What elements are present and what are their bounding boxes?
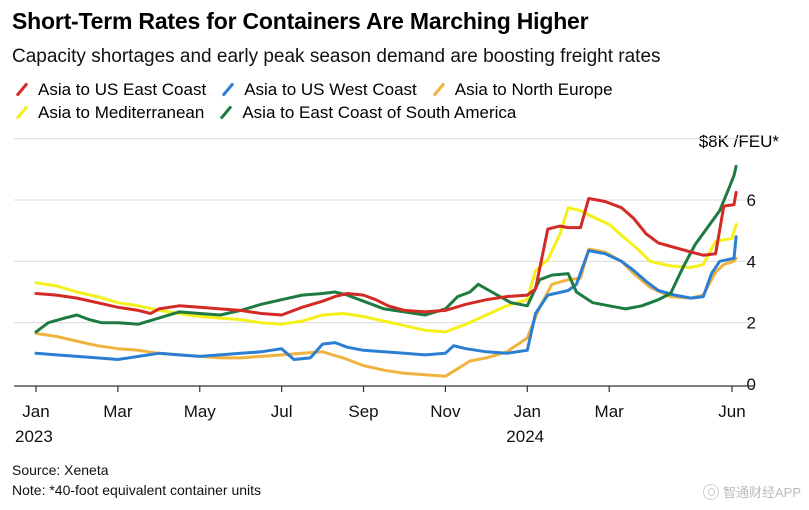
source-note: Source: Xeneta (12, 462, 109, 478)
x-tick-year-6: 2024 (506, 427, 544, 446)
y-tick-label-0: 0 (747, 375, 756, 394)
line-chart: 0 2 4 6 Jan 2023 Mar May Jul Sep Nov Jan 2024 Mar Jun (14, 138, 756, 446)
x-tick-label-4: Sep (348, 402, 378, 421)
watermark-logo-icon (702, 483, 719, 500)
y-tick-label-6: 6 (747, 191, 756, 210)
legend-row-1: Asia to US East Coast Asia to US West Co… (12, 78, 802, 101)
legend-item-mediterranean: Asia to Mediterranean (12, 101, 204, 124)
x-tick-label-8: Jun (718, 402, 745, 421)
x-tick-label-0: Jan (22, 402, 49, 421)
series-line-1 (34, 235, 738, 361)
legend-label-us-west: Asia to US West Coast (244, 80, 417, 99)
units-note: Note: *40-foot equivalent container unit… (12, 482, 262, 498)
chart-title: Short-Term Rates for Containers Are Marc… (12, 8, 589, 34)
watermark-text: 智通财经APP (722, 485, 801, 500)
chart-subtitle: Capacity shortages and early peak season… (12, 46, 661, 67)
y-tick-label-4: 4 (747, 252, 756, 271)
footer: Source: Xeneta Note: *40-foot equivalent… (12, 460, 261, 500)
legend-label-mediterranean: Asia to Mediterranean (38, 103, 205, 122)
legend-label-north-europe: Asia to North Europe (454, 80, 613, 99)
x-tick-label-7: Mar (595, 402, 625, 421)
watermark: 智通财经APP (702, 482, 801, 501)
y-axis-unit-label: $8K /FEU* (698, 132, 779, 151)
legend-item-us-west: Asia to US West Coast (218, 78, 417, 101)
legend-label-south-america: Asia to East Coast of South America (242, 103, 517, 122)
x-tick-label-3: Jul (271, 402, 293, 421)
legend: Asia to US East Coast Asia to US West Co… (12, 78, 802, 124)
y-tick-label-2: 2 (747, 314, 756, 333)
x-tick-label-1: Mar (103, 402, 133, 421)
x-tick-label-5: Nov (430, 402, 461, 421)
legend-item-south-america: Asia to East Coast of South America (216, 101, 516, 124)
legend-row-2: Asia to Mediterranean Asia to East Coast… (12, 101, 802, 124)
x-tick-label-6: Jan (514, 402, 541, 421)
legend-item-north-europe: Asia to North Europe (429, 78, 613, 101)
legend-label-us-east: Asia to US East Coast (38, 80, 207, 99)
x-tick-year-0: 2023 (15, 427, 53, 446)
series-line-0 (34, 190, 738, 317)
legend-item-us-east: Asia to US East Coast (12, 78, 206, 101)
x-tick-label-2: May (184, 402, 217, 421)
